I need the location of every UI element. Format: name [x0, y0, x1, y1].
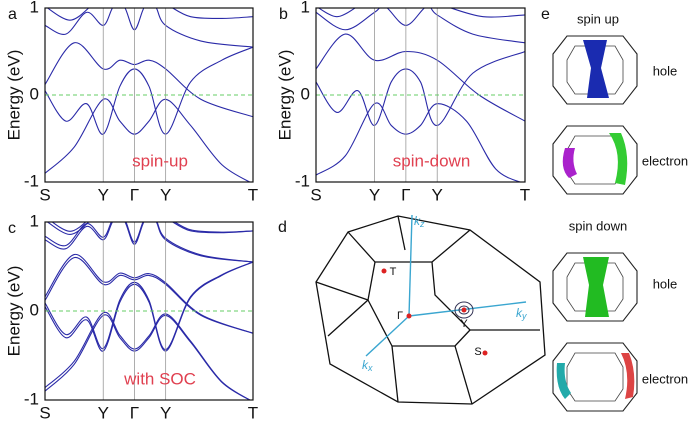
- panel-label: a: [8, 6, 17, 23]
- brillouin-zone: [315, 215, 546, 405]
- zone-points: [381, 268, 488, 356]
- y-axis-label: Energy (eV): [275, 50, 294, 141]
- surface-label: electron: [642, 153, 688, 168]
- k: k: [516, 306, 523, 320]
- band: [449, 8, 525, 18]
- band: [46, 8, 90, 21]
- hole-surface: [583, 257, 609, 317]
- zone-cell-inner: [566, 262, 624, 312]
- k: k: [362, 358, 369, 372]
- zone-point-label: T: [390, 266, 397, 278]
- group-title: spin up: [577, 11, 619, 26]
- group-title: spin down: [569, 218, 628, 233]
- panel-note: spin-up: [132, 151, 188, 170]
- zone-cell: [552, 342, 638, 412]
- k-point-label: Y: [432, 185, 443, 204]
- panel-label: d: [278, 219, 287, 236]
- k: k: [414, 214, 421, 228]
- k-sub: z: [419, 219, 425, 229]
- band: [51, 222, 87, 232]
- k-point-label: Γ: [130, 185, 139, 204]
- k-point-label: T: [248, 185, 258, 204]
- band-plot: [45, 222, 253, 400]
- y-tick-label: 1: [30, 211, 39, 230]
- y-tick-label: -1: [295, 171, 310, 190]
- k-axis-label: kz: [414, 214, 425, 229]
- zone-point-label: S: [474, 346, 481, 358]
- k-point-label: Y: [160, 403, 171, 422]
- surface-label: hole: [653, 276, 678, 291]
- electron-surface: [621, 353, 635, 399]
- k-point-label: Γ: [401, 185, 410, 204]
- electron-surface: [609, 133, 628, 185]
- k-point-label: Γ: [130, 403, 139, 422]
- band: [45, 257, 253, 334]
- band: [45, 222, 253, 263]
- k-point-label: S: [39, 185, 50, 204]
- k-point-label: S: [39, 403, 50, 422]
- plot-frame: [315, 7, 526, 183]
- k-axis-label: ky: [516, 306, 527, 321]
- y-tick-label: 0: [301, 84, 310, 103]
- band: [45, 311, 252, 400]
- y-axis-label: Energy (eV): [4, 266, 23, 357]
- zone-point-label: Y: [460, 318, 468, 330]
- band: [316, 33, 525, 122]
- k-point-label: Y: [98, 185, 109, 204]
- y-tick-label: -1: [24, 171, 39, 190]
- plot-frame: [44, 7, 254, 183]
- panel-note: spin-down: [393, 151, 471, 170]
- panel-label: e: [541, 6, 550, 23]
- panel-label: b: [279, 6, 288, 23]
- k-point-label: Y: [369, 185, 380, 204]
- k-point-label: S: [310, 185, 321, 204]
- k-point-label: Y: [98, 403, 109, 422]
- k-point-label: T: [520, 185, 530, 204]
- k-axes: [365, 214, 527, 357]
- y-tick-label: 0: [30, 84, 39, 103]
- band: [316, 102, 522, 182]
- band: [45, 222, 253, 263]
- band: [316, 8, 525, 44]
- electron-surface: [556, 363, 571, 399]
- band: [45, 253, 253, 334]
- surface-label: electron: [642, 371, 688, 386]
- y-tick-label: 1: [301, 0, 310, 16]
- k-sub: y: [521, 311, 527, 321]
- plot-frame: [44, 221, 254, 401]
- zone-cell-inner: [566, 352, 624, 402]
- electron-surface: [562, 148, 577, 178]
- band: [45, 42, 253, 118]
- band: [45, 8, 253, 48]
- band: [317, 8, 356, 18]
- zone-cell-inner: [566, 45, 624, 95]
- k-sub: x: [367, 363, 373, 373]
- k-point-label: Y: [160, 185, 171, 204]
- band: [171, 8, 253, 20]
- y-tick-label: 0: [30, 300, 39, 319]
- panel-label: c: [8, 220, 16, 237]
- k-point-label: T: [248, 403, 258, 422]
- fermi-surfaces: [552, 35, 638, 412]
- band: [316, 50, 525, 127]
- hole-surface: [583, 40, 609, 98]
- surface-label: hole: [653, 63, 678, 78]
- panel-note: with SOC: [123, 369, 196, 388]
- y-tick-label: 1: [30, 0, 39, 16]
- band: [173, 222, 253, 233]
- y-tick-label: -1: [24, 389, 39, 408]
- y-axis-label: Energy (eV): [4, 50, 23, 141]
- band: [45, 98, 252, 182]
- zone-point-label: Γ: [397, 310, 403, 322]
- k-axis-label: kx: [362, 358, 373, 373]
- band: [46, 222, 90, 236]
